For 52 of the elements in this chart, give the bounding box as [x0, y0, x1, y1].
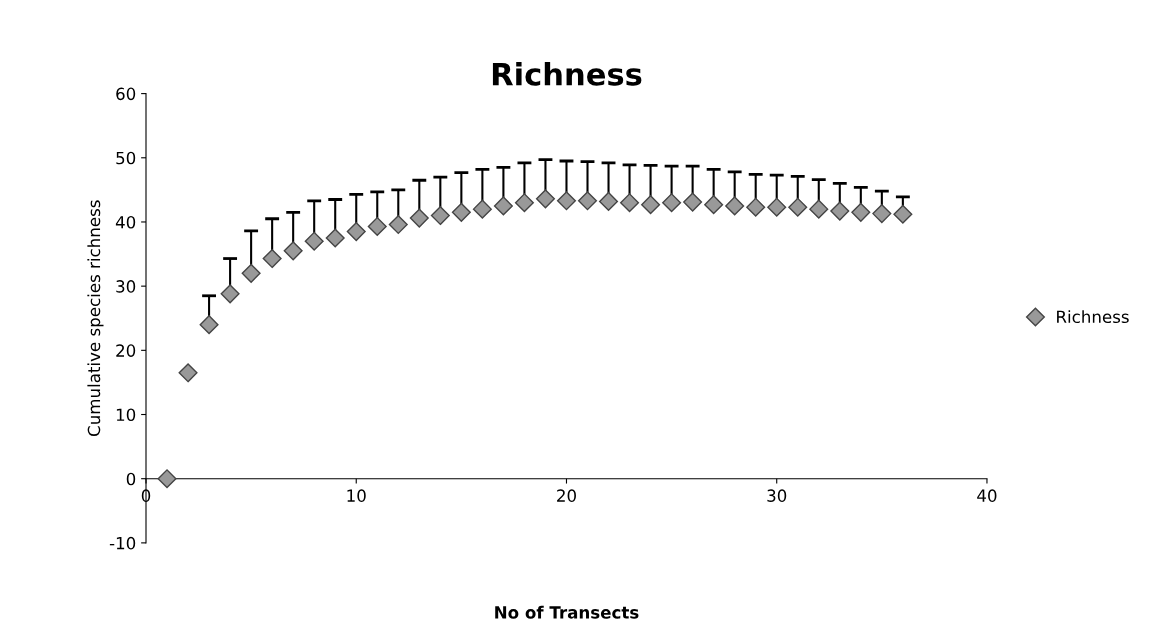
- point: [304, 231, 324, 251]
- x-tick-label: 40: [977, 489, 997, 502]
- y-tick-label: 50: [116, 151, 136, 165]
- point: [577, 191, 598, 211]
- y-tick-label: 30: [116, 280, 136, 293]
- y-tick-label: 10: [116, 408, 136, 422]
- point: [199, 315, 219, 335]
- x-tick-label: 10: [347, 489, 366, 502]
- y-tick-label: 20: [116, 344, 136, 357]
- point: [830, 201, 850, 221]
- point: [514, 193, 534, 213]
- point: [704, 195, 724, 215]
- point: [872, 204, 892, 224]
- point: [620, 193, 640, 213]
- point: [157, 469, 177, 489]
- point: [809, 199, 829, 219]
- point: [788, 197, 808, 217]
- x-tick-label: 20: [557, 489, 576, 502]
- point: [178, 363, 198, 383]
- y-axis-title: Cumulative species richness: [87, 200, 104, 436]
- point: [556, 191, 577, 211]
- point: [409, 208, 429, 228]
- point: [725, 196, 745, 216]
- point: [325, 228, 345, 248]
- point: [893, 204, 913, 224]
- point: [367, 216, 387, 236]
- point: [851, 202, 871, 222]
- point: [641, 195, 661, 215]
- point: [746, 197, 766, 217]
- x-tick-label: 30: [767, 489, 787, 502]
- point: [598, 191, 619, 211]
- point: [430, 206, 450, 226]
- point: [472, 199, 492, 219]
- point: [535, 189, 555, 209]
- point: [388, 214, 408, 235]
- point: [262, 249, 282, 269]
- point: [683, 192, 703, 212]
- point: [493, 196, 513, 216]
- point: [451, 202, 471, 222]
- y-tick-label: -10: [109, 536, 136, 550]
- y-tick-label: 60: [116, 87, 136, 101]
- point: [767, 197, 787, 217]
- point: [346, 222, 366, 242]
- y-tick-label: 40: [115, 215, 136, 229]
- legend-label: Richness: [1057, 310, 1129, 324]
- chart-title: Richness: [492, 62, 642, 86]
- point: [241, 263, 261, 283]
- point: [220, 284, 240, 304]
- x-axis-title: No of Transects: [495, 605, 639, 619]
- point: [662, 193, 682, 213]
- point: [283, 241, 303, 261]
- y-tick-label: 0: [126, 472, 136, 486]
